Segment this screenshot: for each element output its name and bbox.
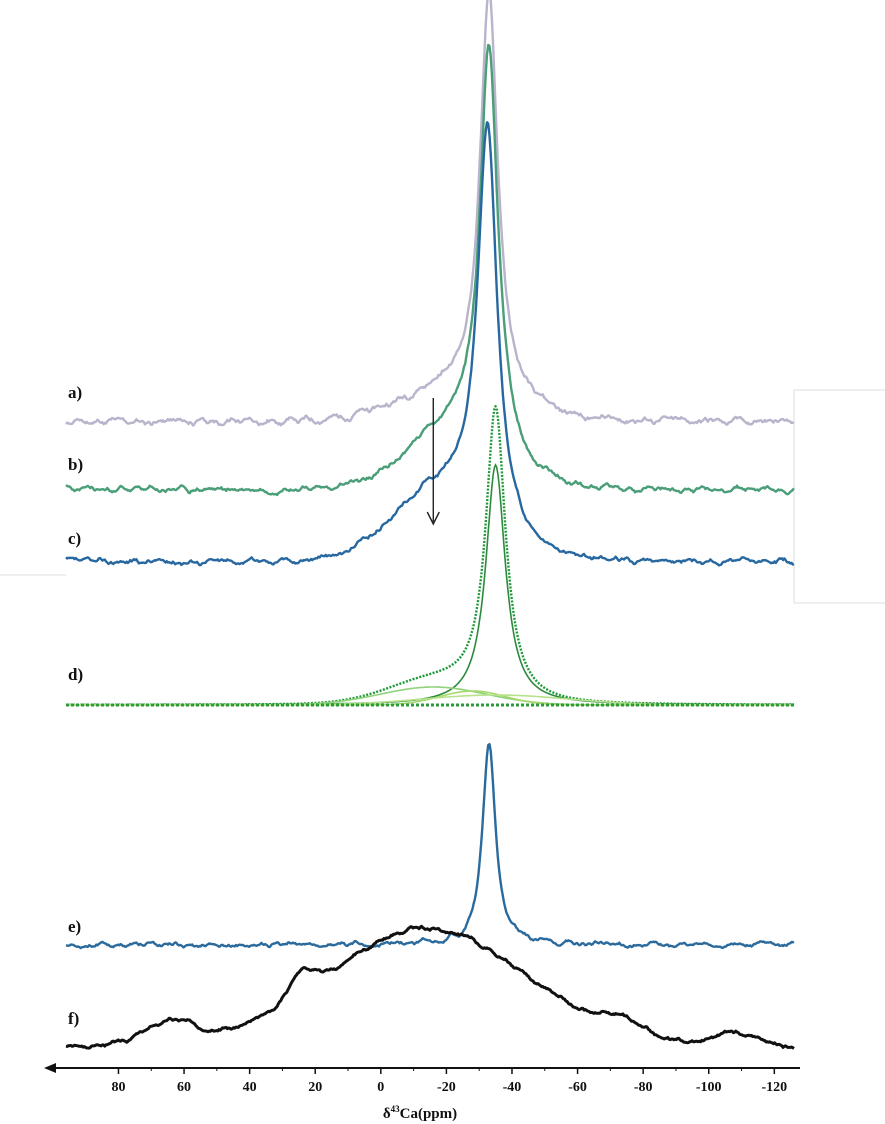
x-tick-label: 20	[308, 1080, 322, 1095]
panel-label-e: e)	[68, 917, 81, 936]
x-tick-label: 60	[177, 1080, 191, 1095]
spectra-traces	[65, 0, 795, 1050]
panel-label-d: d)	[68, 665, 83, 684]
x-axis: 80 60 40 20 0 -20 -40 -60 -80 -100 -120	[44, 1063, 800, 1095]
spectrum-trace-e	[65, 743, 795, 950]
panel-label-b: b)	[68, 455, 83, 474]
x-tick-label: 40	[243, 1080, 257, 1095]
annotations	[426, 398, 440, 526]
spectrum-trace-b	[65, 43, 795, 497]
panel-label-f: f)	[68, 1009, 79, 1028]
panel-labels: a) b) c) d) e) f)	[68, 383, 83, 1028]
x-tick-label: -60	[568, 1080, 587, 1095]
panel-label-c: c)	[68, 529, 81, 548]
spectrum-trace-f	[65, 924, 795, 1050]
spectrum-trace-c	[65, 121, 795, 567]
x-tick-label: -20	[437, 1080, 456, 1095]
x-axis-title: δ43Ca(ppm)	[383, 1104, 457, 1122]
spectrum-trace-a	[65, 0, 795, 427]
x-tick-label: -120	[761, 1080, 787, 1095]
fit-component-2	[66, 686, 794, 706]
arrow-down-icon	[426, 511, 440, 526]
background-frame	[0, 389, 885, 604]
fit-component-1	[66, 463, 794, 706]
x-tick-label: -100	[696, 1080, 722, 1095]
panel-label-a: a)	[68, 383, 82, 402]
x-tick-label: 0	[377, 1080, 384, 1095]
spectrum-trace-d	[66, 405, 794, 706]
x-tick-label: 80	[111, 1080, 125, 1095]
x-axis-arrow-icon	[44, 1063, 56, 1073]
x-tick-label: -40	[503, 1080, 522, 1095]
x-tick-label: -80	[634, 1080, 653, 1095]
